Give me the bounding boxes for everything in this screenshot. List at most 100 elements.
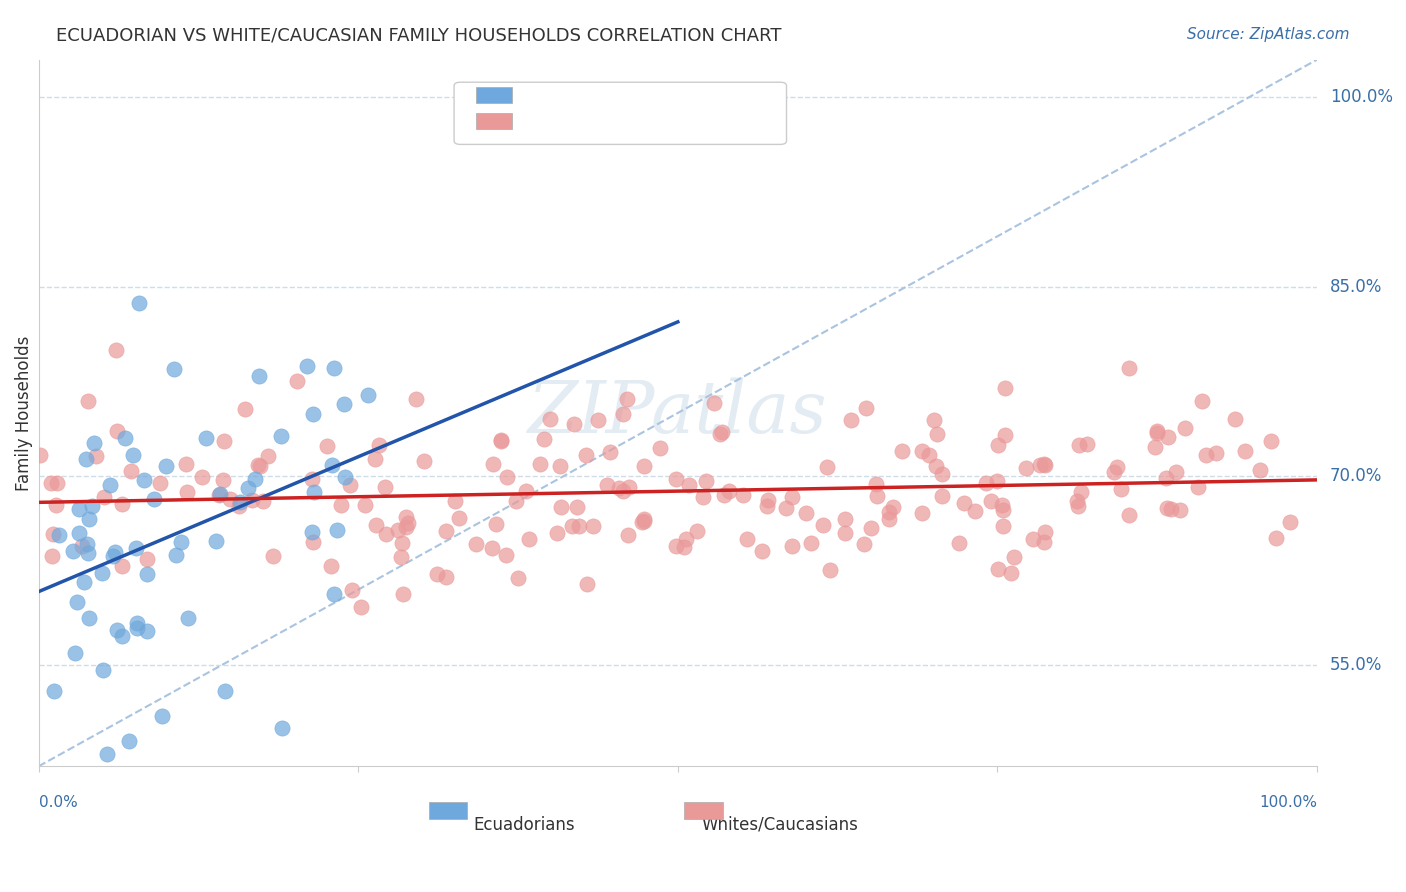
Point — [1067, 438, 1090, 452]
Point — [247, 368, 270, 383]
Point — [994, 381, 1017, 395]
Point — [1015, 460, 1038, 475]
Point — [67, 502, 90, 516]
Point — [120, 464, 142, 478]
Point — [1002, 550, 1025, 565]
Point — [111, 559, 134, 574]
Point — [733, 488, 755, 502]
Point — [243, 472, 266, 486]
Point — [256, 450, 278, 464]
Point — [208, 487, 231, 501]
Point — [925, 426, 948, 441]
Point — [1223, 412, 1246, 426]
Point — [67, 525, 90, 540]
Point — [987, 562, 1010, 576]
Point — [1105, 459, 1128, 474]
Point — [586, 413, 609, 427]
Point — [931, 467, 953, 481]
Point — [1032, 535, 1054, 549]
Point — [631, 515, 654, 529]
Point — [326, 524, 349, 538]
Point — [125, 616, 148, 631]
Point — [212, 434, 235, 448]
Point — [665, 472, 688, 486]
Point — [991, 499, 1014, 513]
Point — [567, 519, 589, 533]
Point — [86, 449, 108, 463]
Point — [991, 518, 1014, 533]
Point — [562, 417, 585, 432]
Point — [135, 624, 157, 639]
Point — [891, 444, 914, 458]
Point — [447, 511, 470, 525]
Point — [1146, 426, 1168, 441]
Point — [612, 484, 634, 499]
Point — [617, 528, 640, 542]
Point — [285, 374, 308, 388]
Point — [1021, 532, 1043, 546]
Point — [391, 587, 413, 601]
Point — [169, 534, 191, 549]
Point — [751, 544, 773, 558]
Bar — [685, 802, 723, 820]
Point — [1070, 484, 1092, 499]
Text: 85.0%: 85.0% — [1330, 277, 1382, 296]
Point — [350, 599, 373, 614]
Point — [678, 478, 700, 492]
Point — [246, 458, 269, 472]
Point — [735, 532, 758, 546]
Point — [495, 548, 517, 562]
Point — [673, 540, 696, 554]
Point — [73, 574, 96, 589]
Text: R = 0.471  N =  61: R = 0.471 N = 61 — [522, 94, 679, 112]
Point — [505, 493, 527, 508]
Point — [931, 489, 953, 503]
Point — [1032, 457, 1054, 471]
Point — [364, 518, 387, 533]
Point — [711, 425, 734, 439]
Text: R = 0.471  N =  61: R = 0.471 N = 61 — [474, 91, 641, 110]
Point — [1166, 465, 1188, 479]
Point — [65, 646, 87, 660]
Point — [1168, 503, 1191, 517]
Point — [354, 499, 377, 513]
Point — [1187, 480, 1209, 494]
Point — [529, 457, 551, 471]
Point — [45, 475, 67, 490]
Point — [800, 535, 823, 549]
Point — [1118, 361, 1140, 376]
Point — [865, 476, 887, 491]
Point — [1143, 440, 1166, 454]
Point — [485, 517, 508, 532]
Text: R = 0.041  N = 198: R = 0.041 N = 198 — [522, 120, 685, 137]
Bar — [475, 87, 512, 103]
Point — [1191, 394, 1213, 409]
Point — [994, 428, 1017, 442]
Point — [709, 427, 731, 442]
Point — [489, 433, 512, 447]
Point — [363, 451, 385, 466]
Text: 100.0%: 100.0% — [1330, 88, 1393, 106]
Point — [616, 392, 638, 406]
Point — [548, 458, 571, 473]
Point — [575, 576, 598, 591]
Point — [567, 500, 589, 514]
Point — [1118, 508, 1140, 522]
Point — [1279, 515, 1302, 529]
Point — [177, 611, 200, 625]
Point — [834, 512, 856, 526]
Point — [481, 541, 503, 555]
Point — [41, 549, 63, 563]
Point — [228, 499, 250, 513]
Point — [297, 359, 319, 374]
Point — [301, 472, 323, 486]
Point — [162, 362, 184, 376]
Point — [859, 521, 882, 535]
Point — [612, 407, 634, 421]
Point — [538, 411, 561, 425]
Point — [755, 499, 778, 513]
Point — [1066, 493, 1088, 508]
Point — [105, 343, 128, 357]
Point — [105, 424, 128, 438]
Point — [208, 488, 231, 502]
